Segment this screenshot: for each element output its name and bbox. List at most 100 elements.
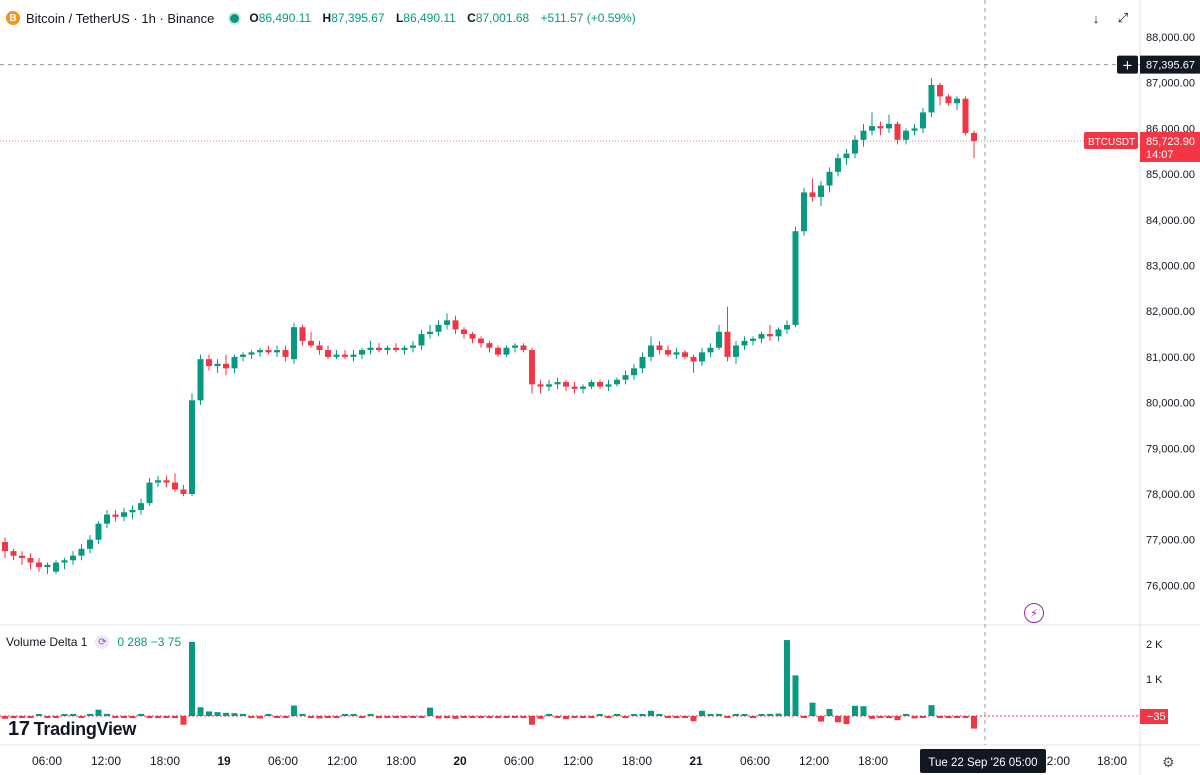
candle-body: [350, 354, 357, 357]
volume-title[interactable]: Volume Delta 1: [6, 635, 88, 649]
candle-body: [163, 480, 170, 483]
volume-delta-bar: [580, 716, 586, 718]
tradingview-logo[interactable]: 17 TradingView: [8, 718, 136, 741]
volume-delta-bar: [384, 716, 391, 718]
time-label: 18:00: [1097, 754, 1127, 768]
price-label: 79,000.00: [1146, 443, 1195, 455]
volume-delta-bar: [928, 705, 935, 716]
price-label: 82,000.00: [1146, 306, 1195, 318]
volume-delta-bar: [469, 716, 476, 719]
candle-body: [2, 541, 8, 552]
candle-body: [197, 359, 204, 401]
volume-delta-bar: [682, 716, 688, 718]
candle-body: [418, 334, 425, 346]
candle-body: [78, 548, 85, 556]
volume-delta-bar: [410, 716, 416, 718]
time-label: 18:00: [622, 754, 652, 768]
last-price-box: [1140, 132, 1200, 163]
candle-body: [801, 192, 807, 232]
price-label: 84,000.00: [1146, 215, 1195, 227]
volume-delta-bar: [792, 675, 799, 716]
bolt-icon[interactable]: ⚡: [1024, 603, 1044, 623]
symbol-tag-box: [1084, 132, 1138, 150]
volume-delta-bar: [461, 716, 467, 718]
candle-body: [223, 363, 229, 369]
volume-delta-bar: [418, 716, 425, 718]
candle-body: [427, 331, 433, 335]
candle-body: [860, 130, 867, 140]
market-status-icon: [230, 13, 240, 23]
time-label: 18:00: [858, 754, 888, 768]
time-label: 06:00: [268, 754, 298, 768]
candle-body: [758, 334, 765, 339]
candle-body: [189, 400, 195, 494]
volume-delta-bar: [835, 716, 841, 723]
add-alert-icon: +: [1122, 59, 1133, 74]
candle-body: [10, 551, 17, 556]
candle-body: [495, 347, 501, 355]
volume-delta-bar: [843, 716, 850, 725]
symbol-title[interactable]: Bitcoin / TetherUS · 1h · Binance: [26, 10, 215, 26]
volume-delta-bar: [27, 716, 34, 718]
candle-body: [104, 514, 110, 524]
volume-delta-bar: [95, 709, 102, 716]
candle-body: [282, 350, 289, 357]
volume-values: 0 288 −3 75: [117, 635, 182, 649]
volume-delta-bar: [163, 716, 170, 718]
candle-body: [724, 331, 731, 357]
candle-body: [342, 354, 348, 357]
candle-body: [631, 368, 637, 376]
settings-gear-icon[interactable]: ⚙: [1162, 754, 1175, 770]
time-label: 12:00: [1040, 754, 1070, 768]
time-label: 12:00: [327, 754, 357, 768]
fullscreen-icon[interactable]: ⤢: [1117, 10, 1129, 25]
volume-delta-bar: [860, 706, 867, 716]
volume-delta-bar: [333, 716, 340, 718]
volume-delta-bar: [359, 716, 365, 718]
candle-body: [155, 480, 161, 483]
candle-body: [393, 347, 399, 351]
candle-body: [588, 382, 595, 387]
time-label: 21: [689, 754, 703, 768]
candle-body: [129, 509, 136, 513]
volume-delta-bar: [622, 716, 629, 719]
time-label: 06:00: [32, 754, 62, 768]
candle-body: [274, 350, 280, 353]
candle-body: [826, 171, 833, 186]
candle-body: [435, 324, 442, 332]
candle-body: [44, 564, 51, 568]
candle-body: [767, 334, 773, 337]
candle-body: [673, 352, 680, 355]
price-label: 87,000.00: [1146, 78, 1195, 90]
volume-delta-bar: [971, 716, 977, 729]
indicator-settings-icon[interactable]: ⟳: [95, 635, 110, 649]
down-arrow-icon[interactable]: ↓: [1092, 10, 1100, 26]
volume-delta-bar: [342, 714, 348, 716]
price-label: 80,000.00: [1146, 398, 1195, 410]
volume-delta-bar: [724, 716, 731, 718]
volume-delta-bar: [53, 716, 59, 718]
volume-delta-bar: [214, 712, 221, 716]
volume-delta-bar: [206, 711, 212, 716]
candle-body: [546, 384, 552, 387]
candle-body: [614, 379, 620, 385]
candle-body: [920, 112, 926, 129]
candle-body: [180, 489, 187, 494]
candle-body: [146, 482, 153, 504]
candle-body: [486, 343, 493, 348]
volume-delta-bar: [826, 709, 833, 716]
price-label: 77,000.00: [1146, 535, 1195, 547]
candle-body: [87, 539, 93, 549]
price-label: 83,000.00: [1146, 261, 1195, 273]
volume-delta-bar: [597, 714, 603, 716]
volume-delta-bar: [316, 716, 323, 719]
candle-body: [733, 345, 739, 357]
volume-delta-bar: [537, 716, 544, 719]
candle-body: [563, 382, 569, 387]
candle-body: [869, 126, 875, 131]
volume-delta-bar: [512, 716, 518, 718]
candle-body: [95, 523, 102, 540]
volume-delta-bar: [639, 714, 646, 716]
candle-body: [503, 347, 510, 355]
